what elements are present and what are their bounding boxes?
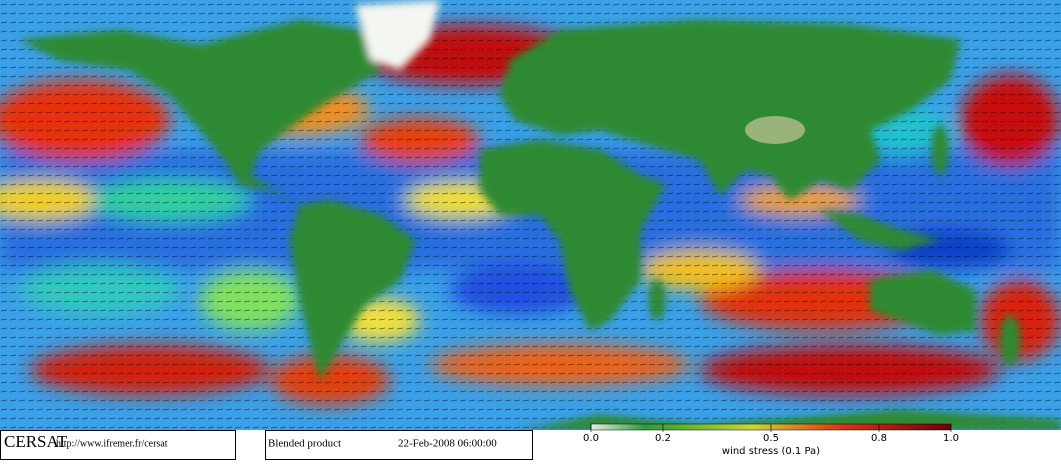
colorbar-tick-label: 0.2 xyxy=(655,433,671,444)
product-box xyxy=(265,430,533,460)
wind-field xyxy=(0,0,1061,430)
land xyxy=(18,0,1061,430)
logo-box xyxy=(0,430,236,460)
logo: CERSAT xyxy=(4,432,68,451)
plateau xyxy=(745,116,805,144)
colorbar: wind stress (0.1 Pa) 0.0 0.2 0.5 0.8 1.0 xyxy=(583,423,959,457)
colorbar-tick-label: 1.0 xyxy=(943,433,959,444)
url: http://www.ifremer.fr/cersat xyxy=(56,438,168,449)
datetime: 22-Feb-2008 06:00:00 xyxy=(398,438,497,450)
colorbar-label: wind stress (0.1 Pa) xyxy=(722,446,820,457)
colorbar-tick-label: 0.8 xyxy=(871,433,887,444)
colorbar-tick-label: 0.0 xyxy=(583,433,599,444)
colorbar-tick-label: 0.5 xyxy=(763,433,779,444)
product: Blended product xyxy=(268,438,341,450)
